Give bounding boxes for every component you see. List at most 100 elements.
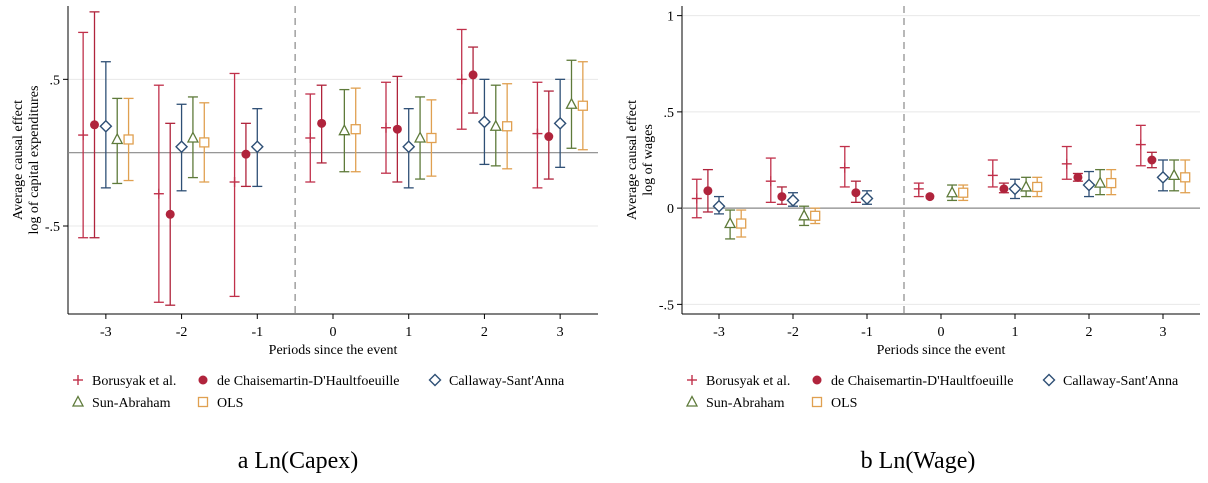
point-marker — [350, 124, 361, 135]
panel-caption: a Ln(Capex) — [238, 448, 359, 474]
point-marker — [736, 218, 747, 229]
y-axis-label-line: Average causal effect — [625, 100, 640, 220]
x-tick-label: 1 — [405, 325, 412, 340]
point-marker — [468, 70, 478, 80]
point-marker — [1073, 172, 1083, 182]
x-tick-label: -2 — [176, 325, 188, 340]
panel-b: 1 .5 0 -.5 -3 -2 -1 0 1 2 3 Periods since the event… — [625, 6, 1200, 474]
point-marker — [402, 140, 416, 154]
legend-marker — [428, 373, 442, 387]
point-marker — [186, 131, 200, 143]
x-tick-label: 3 — [1160, 325, 1167, 340]
x-tick-label: -3 — [100, 325, 112, 340]
y-axis-label-line: Average causal effect — [11, 100, 26, 220]
y-tick-label: 1 — [667, 10, 674, 25]
series-triangle — [111, 59, 578, 185]
point-marker — [111, 132, 124, 145]
panel-a: .5 -.5 -3 -2 -1 0 1 2 3 Periods since the event Av… — [11, 6, 598, 474]
point-marker — [175, 140, 189, 154]
point-marker — [565, 97, 578, 109]
x-axis-label: Periods since the event — [269, 343, 398, 358]
legend-marker — [812, 375, 822, 385]
point-marker — [1168, 168, 1181, 181]
point-marker — [501, 121, 513, 132]
series-plus — [691, 124, 1146, 219]
legend-marker — [198, 375, 208, 385]
legend-label: Sun-Abraham — [92, 396, 171, 411]
point-marker — [426, 132, 437, 144]
y-axis-label-line: log of wages — [641, 124, 656, 196]
legend-marker — [71, 395, 85, 407]
point-marker — [1147, 155, 1157, 165]
point-marker — [999, 184, 1009, 194]
point-marker — [777, 192, 787, 202]
legend-label: Callaway-Sant'Anna — [1063, 374, 1179, 389]
point-marker — [338, 123, 351, 136]
point-marker — [810, 210, 821, 221]
y-axis-label: Average causal effectlog of capital expe… — [11, 86, 42, 235]
point-marker — [1094, 176, 1107, 188]
point-marker — [958, 187, 969, 198]
legend-label: de Chaisemartin-D'Haultfoeuille — [217, 374, 400, 389]
point-marker — [317, 118, 327, 128]
legend-label: Callaway-Sant'Anna — [449, 374, 565, 389]
point-marker — [199, 137, 210, 148]
x-tick-label: 3 — [557, 325, 564, 340]
y-axis-label: Average causal effectlog of wages — [625, 100, 656, 220]
legend: Borusyak et al. de Chaisemartin-D'Haultfo… — [71, 373, 565, 411]
panel-caption: b Ln(Wage) — [861, 448, 976, 474]
point-marker — [165, 209, 175, 219]
point-marker — [99, 119, 113, 133]
x-tick-label: -2 — [787, 325, 799, 340]
point-marker — [1020, 180, 1033, 192]
series-square — [123, 61, 589, 183]
legend-label: Borusyak et al. — [92, 374, 176, 389]
x-tick-label: 0 — [938, 325, 945, 340]
point-marker — [489, 119, 502, 131]
x-tick-label: -1 — [861, 325, 873, 340]
x-tick-label: 1 — [1012, 325, 1019, 340]
point-marker — [553, 116, 567, 130]
legend-label: Sun-Abraham — [706, 396, 785, 411]
point-marker — [241, 149, 251, 159]
point-marker — [1008, 182, 1022, 196]
series-circle — [702, 151, 1157, 213]
point-marker — [860, 192, 874, 205]
series-diamond — [99, 61, 567, 192]
point-marker — [1106, 177, 1117, 189]
legend-marker — [811, 396, 823, 408]
point-marker — [724, 216, 737, 229]
legend-label: de Chaisemartin-D'Haultfoeuille — [831, 374, 1014, 389]
point-marker — [712, 199, 726, 213]
series-square — [736, 159, 1191, 238]
point-marker — [392, 124, 402, 134]
point-marker — [703, 186, 713, 196]
y-axis-label-line: log of capital expenditures — [27, 86, 42, 235]
legend-marker — [685, 395, 699, 407]
legend-label: OLS — [217, 396, 243, 411]
series-plus — [78, 28, 543, 303]
y-tick-label: -.5 — [45, 220, 60, 235]
legend-marker — [197, 396, 209, 408]
x-tick-label: 2 — [1086, 325, 1093, 340]
point-marker — [798, 208, 811, 221]
series-diamond — [712, 159, 1170, 215]
y-tick-label: -.5 — [659, 298, 674, 313]
point-marker — [1156, 170, 1170, 184]
point-marker — [1082, 178, 1096, 192]
legend-label: OLS — [831, 396, 857, 411]
series-circle — [89, 11, 554, 306]
y-tick-label: 0 — [667, 202, 674, 217]
point-marker — [90, 120, 99, 130]
x-tick-label: 0 — [330, 325, 337, 340]
x-tick-label: 2 — [481, 325, 488, 340]
x-tick-label: -1 — [251, 325, 263, 340]
y-tick-label: .5 — [664, 106, 675, 121]
point-marker — [413, 131, 427, 143]
point-marker — [477, 115, 491, 129]
series-triangle — [724, 159, 1181, 240]
x-axis-label: Periods since the event — [877, 343, 1006, 358]
point-marker — [925, 192, 935, 202]
point-marker — [577, 100, 589, 111]
